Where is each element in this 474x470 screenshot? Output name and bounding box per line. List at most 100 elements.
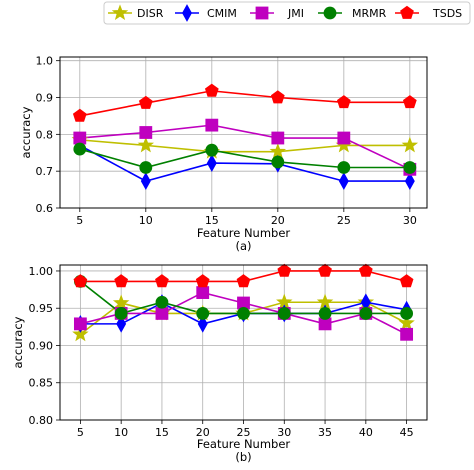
legend-marker-mrmr (323, 6, 337, 20)
point-mrmr-45 (400, 307, 414, 320)
point-disr-10 (112, 294, 130, 310)
y-tick-label: 1.00 (29, 265, 54, 278)
chart-caption: (b) (235, 450, 251, 464)
x-tick-label: 20 (271, 214, 285, 227)
point-tsds-25 (336, 95, 351, 109)
point-tsds-5 (72, 108, 87, 122)
point-mrmr-10 (139, 161, 153, 174)
x-tick-label: 45 (400, 426, 414, 439)
x-tick-label: 10 (114, 426, 128, 439)
point-disr-45 (398, 314, 415, 331)
y-axis-label: accuracy (19, 106, 33, 158)
point-mrmr-10 (114, 307, 128, 320)
x-tick-label: 15 (205, 214, 219, 227)
legend-label-disr: DISR (137, 7, 164, 20)
point-mrmr-40 (359, 307, 373, 320)
point-tsds-30 (277, 263, 292, 277)
axes-frame (59, 264, 428, 421)
point-jmi-15 (205, 118, 219, 132)
x-tick-label: 5 (76, 214, 83, 227)
point-mrmr-15 (205, 143, 219, 157)
legend-label-jmi: JMI (287, 7, 304, 20)
point-tsds-25 (236, 274, 251, 288)
point-mrmr-5 (73, 142, 87, 156)
series-line-cmim (79, 144, 410, 182)
x-tick-label: 10 (139, 214, 153, 227)
point-mrmr-15 (155, 295, 169, 309)
point-mrmr-35 (318, 307, 332, 320)
y-tick-label: 0.95 (29, 302, 54, 315)
y-tick-label: 0.6 (36, 202, 54, 215)
point-jmi-15 (155, 307, 169, 320)
x-tick-label: 25 (337, 214, 351, 227)
series-line-jmi (79, 124, 411, 171)
point-jmi-5 (73, 131, 87, 145)
point-mrmr-25 (237, 307, 250, 320)
y-tick-label: 0.8 (36, 128, 54, 141)
point-tsds-10 (138, 95, 153, 109)
point-jmi-5 (73, 317, 87, 331)
legend-label-cmim: CMIM (207, 7, 237, 20)
x-tick-label: 15 (155, 426, 169, 439)
chart-b: 5 10 15 20 25 30 35 40 45 0.80 0.85 0.90 0.95 1.00 Fea… (11, 263, 428, 464)
y-axis-label: accuracy (11, 316, 25, 368)
point-mrmr-20 (196, 307, 210, 320)
point-cmim-20 (197, 314, 208, 333)
legend-marker-jmi (255, 6, 269, 20)
legend-label-mrmr: MRMR (352, 7, 387, 20)
point-mrmr-30 (277, 307, 291, 320)
point-tsds-5 (73, 274, 88, 288)
series-line-disr (79, 139, 410, 153)
point-cmim-30 (404, 172, 415, 191)
x-tick-label: 30 (277, 426, 291, 439)
y-tick-label: 0.7 (36, 165, 54, 178)
point-tsds-15 (155, 274, 169, 288)
legend-marker-tsds (400, 5, 414, 19)
plot-area (71, 83, 419, 191)
point-cmim-15 (206, 154, 217, 172)
point-tsds-35 (318, 263, 332, 277)
chart-caption: (a) (235, 239, 251, 253)
point-disr-10 (137, 136, 155, 153)
chart-a: 5 10 15 20 25 30 0.6 0.7 0.8 0.9 1.0 Feature Number… (19, 55, 428, 253)
y-tick-label: 0.85 (29, 377, 54, 390)
point-disr-5 (72, 325, 89, 342)
y-tick-label: 0.80 (29, 414, 54, 427)
point-tsds-20 (195, 274, 210, 288)
point-tsds-20 (270, 90, 285, 104)
point-tsds-10 (114, 274, 129, 288)
grid (60, 265, 427, 421)
point-disr-30 (401, 136, 419, 153)
plot-area (72, 263, 415, 342)
point-tsds-40 (358, 263, 373, 277)
point-mrmr-30 (403, 161, 417, 174)
x-tick-label: 5 (77, 426, 84, 439)
x-axis-label: Feature Number (197, 437, 291, 451)
point-jmi-10 (139, 126, 153, 139)
x-tick-label: 40 (359, 426, 373, 439)
series-line-tsds (79, 90, 410, 117)
point-jmi-45 (400, 327, 414, 341)
grid (60, 57, 427, 209)
x-tick-label: 25 (237, 426, 251, 439)
point-jmi-25 (337, 131, 351, 145)
legend: DISR CMIM JMI MRMR TSDS (103, 1, 471, 25)
point-disr-20 (269, 143, 287, 159)
x-tick-label: 35 (318, 426, 332, 439)
series-line-mrmr (79, 148, 410, 169)
legend-marker-cmim (182, 4, 192, 22)
point-cmim-25 (338, 172, 349, 191)
y-tick-label: 0.9 (36, 92, 54, 105)
legend-label-tsds: TSDS (432, 7, 462, 20)
point-mrmr-25 (337, 161, 351, 174)
point-tsds-45 (399, 274, 414, 288)
point-cmim-10 (140, 172, 151, 191)
point-jmi-20 (271, 131, 285, 145)
legend-box (103, 1, 471, 25)
point-tsds-30 (402, 95, 417, 109)
point-jmi-20 (196, 286, 210, 299)
axes-frame (59, 56, 428, 209)
x-tick-label: 20 (196, 426, 210, 439)
point-mrmr-20 (271, 155, 285, 169)
